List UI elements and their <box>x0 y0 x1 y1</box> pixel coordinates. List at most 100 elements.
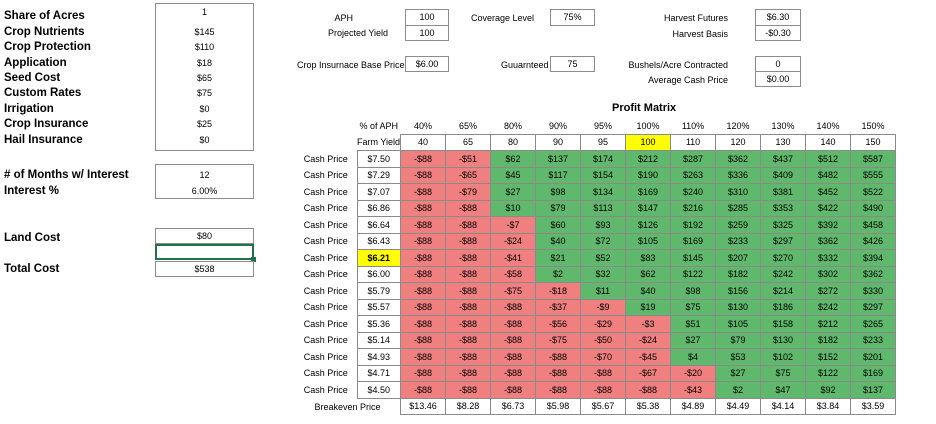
profit-cell[interactable]: -$88 <box>445 348 492 366</box>
cash-price-cell[interactable]: $7.50 <box>356 150 402 168</box>
profit-cell[interactable]: $2 <box>715 381 762 399</box>
profit-cell[interactable]: -$75 <box>490 282 537 300</box>
profit-cell[interactable]: $362 <box>850 265 897 283</box>
profit-cell[interactable]: $4 <box>670 348 717 366</box>
cash-price-cell[interactable]: $7.29 <box>356 166 402 184</box>
profit-cell[interactable]: $297 <box>760 232 807 250</box>
projected-yield-value[interactable]: 100 <box>405 25 449 41</box>
land-cost-value[interactable]: $80 <box>155 228 254 244</box>
breakeven-cell[interactable]: $5.98 <box>535 397 582 415</box>
profit-cell[interactable]: $105 <box>625 232 672 250</box>
profit-cell[interactable]: $145 <box>670 249 717 267</box>
profit-cell[interactable]: $240 <box>670 183 717 201</box>
profit-cell[interactable]: $75 <box>670 298 717 316</box>
profit-cell[interactable]: $182 <box>715 265 762 283</box>
farm-yield-cell[interactable]: 80 <box>490 133 537 151</box>
profit-cell[interactable]: $47 <box>760 381 807 399</box>
crop-nutrients-value[interactable]: $145 <box>194 27 215 37</box>
farm-yield-cell[interactable]: 130 <box>760 133 807 151</box>
profit-cell[interactable]: $19 <box>625 298 672 316</box>
profit-cell[interactable]: -$88 <box>490 364 537 382</box>
profit-cell[interactable]: -$24 <box>490 232 537 250</box>
aph-value[interactable]: 100 <box>405 9 449 26</box>
profit-cell[interactable]: -$88 <box>580 381 627 399</box>
profit-cell[interactable]: -$7 <box>490 216 537 234</box>
farm-yield-cell[interactable]: 65 <box>445 133 492 151</box>
harvest-futures-value[interactable]: $6.30 <box>755 9 801 26</box>
crop-insurance-value[interactable]: $25 <box>196 119 213 129</box>
profit-cell[interactable]: $98 <box>535 183 582 201</box>
profit-cell[interactable]: $263 <box>670 166 717 184</box>
profit-cell[interactable]: -$88 <box>445 364 492 382</box>
farm-yield-cell[interactable]: 110 <box>670 133 717 151</box>
profit-cell[interactable]: $60 <box>535 216 582 234</box>
profit-cell[interactable]: $392 <box>805 216 852 234</box>
profit-cell[interactable]: -$51 <box>445 150 492 168</box>
profit-cell[interactable]: $105 <box>715 315 762 333</box>
profit-cell[interactable]: -$88 <box>400 348 447 366</box>
profit-cell[interactable]: $122 <box>805 364 852 382</box>
profit-cell[interactable]: $287 <box>670 150 717 168</box>
profit-cell[interactable]: $259 <box>715 216 762 234</box>
profit-cell[interactable]: -$41 <box>490 249 537 267</box>
profit-cell[interactable]: $437 <box>760 150 807 168</box>
profit-cell[interactable]: $272 <box>805 282 852 300</box>
profit-cell[interactable]: $458 <box>850 216 897 234</box>
profit-cell[interactable]: $336 <box>715 166 762 184</box>
profit-cell[interactable]: -$88 <box>400 216 447 234</box>
profit-cell[interactable]: $190 <box>625 166 672 184</box>
profit-cell[interactable]: $233 <box>715 232 762 250</box>
profit-cell[interactable]: $40 <box>535 232 582 250</box>
profit-cell[interactable]: -$88 <box>400 199 447 217</box>
profit-cell[interactable]: $426 <box>850 232 897 250</box>
profit-cell[interactable]: -$88 <box>490 331 537 349</box>
profit-cell[interactable]: $11 <box>580 282 627 300</box>
harvest-basis-value[interactable]: -$0.30 <box>755 25 801 41</box>
profit-cell[interactable]: -$65 <box>445 166 492 184</box>
cash-price-cell[interactable]: $5.14 <box>356 331 402 349</box>
profit-cell[interactable]: $310 <box>715 183 762 201</box>
profit-cell[interactable]: -$88 <box>625 381 672 399</box>
breakeven-cell[interactable]: $4.49 <box>715 397 762 415</box>
cash-price-cell[interactable]: $6.64 <box>356 216 402 234</box>
profit-cell[interactable]: $137 <box>850 381 897 399</box>
profit-cell[interactable]: $409 <box>760 166 807 184</box>
profit-cell[interactable]: -$88 <box>490 381 537 399</box>
profit-cell[interactable]: $21 <box>535 249 582 267</box>
profit-cell[interactable]: $169 <box>670 232 717 250</box>
hail-insurance-value[interactable]: $0 <box>199 135 210 145</box>
profit-cell[interactable]: $297 <box>850 298 897 316</box>
profit-cell[interactable]: -$88 <box>445 199 492 217</box>
profit-cell[interactable]: $362 <box>805 232 852 250</box>
profit-cell[interactable]: $93 <box>580 216 627 234</box>
guaranteed-value[interactable]: 75 <box>550 56 595 72</box>
profit-cell[interactable]: $212 <box>625 150 672 168</box>
profit-cell[interactable]: $212 <box>805 315 852 333</box>
profit-cell[interactable]: $122 <box>670 265 717 283</box>
profit-cell[interactable]: -$67 <box>625 364 672 382</box>
profit-cell[interactable]: $270 <box>760 249 807 267</box>
profit-cell[interactable]: $83 <box>625 249 672 267</box>
profit-cell[interactable]: $158 <box>760 315 807 333</box>
application-value[interactable]: $18 <box>196 58 213 68</box>
profit-cell[interactable]: $51 <box>670 315 717 333</box>
cash-price-cell[interactable]: $6.00 <box>356 265 402 283</box>
profit-cell[interactable]: -$88 <box>445 381 492 399</box>
interest-pct-value[interactable]: 6.00% <box>191 186 218 196</box>
profit-cell[interactable]: $381 <box>760 183 807 201</box>
profit-cell[interactable]: $214 <box>760 282 807 300</box>
selected-cell[interactable] <box>155 244 254 260</box>
breakeven-cell[interactable]: $5.67 <box>580 397 627 415</box>
profit-cell[interactable]: $52 <box>580 249 627 267</box>
profit-cell[interactable]: -$88 <box>445 265 492 283</box>
profit-cell[interactable]: $117 <box>535 166 582 184</box>
share-of-acres-value[interactable]: 1 <box>201 7 207 17</box>
profit-cell[interactable]: $302 <box>805 265 852 283</box>
profit-cell[interactable]: $75 <box>760 364 807 382</box>
profit-cell[interactable]: $53 <box>715 348 762 366</box>
profit-cell[interactable]: $10 <box>490 199 537 217</box>
profit-cell[interactable]: -$3 <box>625 315 672 333</box>
profit-cell[interactable]: $154 <box>580 166 627 184</box>
profit-cell[interactable]: $490 <box>850 199 897 217</box>
cash-price-cell[interactable]: $5.57 <box>356 298 402 316</box>
